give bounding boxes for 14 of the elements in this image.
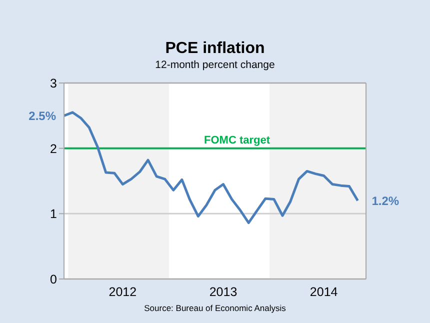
ref-line-label: FOMC target [204,134,270,146]
chart-subtitle: 12-month percent change [154,59,276,71]
source-note: Source: Bureau of Economic Analysis [143,303,287,313]
y-tick-label: 0 [50,272,58,286]
line-series [64,111,359,224]
y-tick-label: 1 [50,207,58,222]
annotation: 1.2% [372,194,400,208]
x-tick-label: 2014 [310,284,338,299]
x-tick-label: 2012 [108,284,137,299]
chart-title: PCE inflation [164,40,266,58]
x-tick-label: 2013 [209,284,238,299]
y-tick-label: 2 [50,142,58,156]
annotation: 2.5% [28,108,56,123]
y-tick-label: 3 [50,76,58,90]
